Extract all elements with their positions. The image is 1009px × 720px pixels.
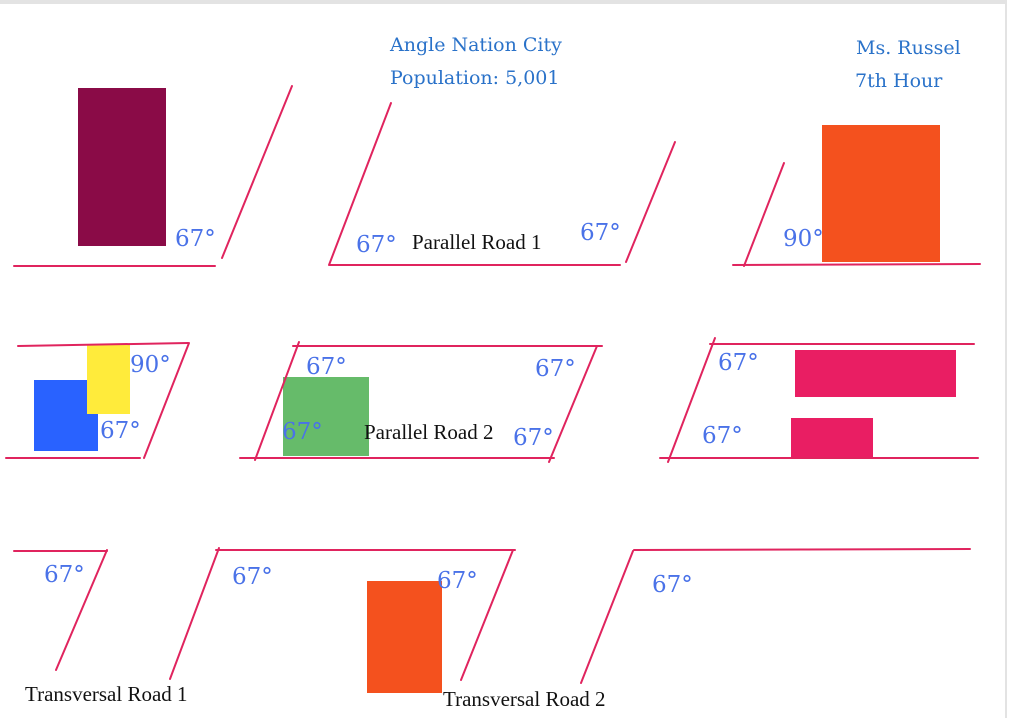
angle-label: 67°	[702, 423, 743, 449]
angle-label: 67°	[356, 232, 397, 258]
road-line	[548, 345, 598, 463]
road-line	[254, 341, 300, 461]
building-pink-large	[795, 350, 956, 397]
road-line	[625, 141, 676, 263]
road-line	[328, 102, 392, 266]
building-orange-top-right	[822, 125, 940, 262]
angle-label: 67°	[437, 568, 478, 594]
angle-label: 67°	[513, 425, 554, 451]
parallel-road-2-label: Parallel Road 2	[364, 420, 494, 444]
angle-label: 67°	[580, 220, 621, 246]
angle-label: 90°	[130, 352, 171, 378]
population-label: Population: 5,001	[390, 67, 560, 89]
parallel-road-1-label: Parallel Road 1	[412, 230, 542, 254]
road-line	[743, 162, 785, 267]
transversal-road-1-label: Transversal Road 1	[25, 682, 188, 706]
transversal-road-1-line	[55, 549, 108, 671]
class-period: 7th Hour	[855, 70, 943, 92]
road-line	[732, 263, 981, 266]
angle-label: 67°	[535, 356, 576, 382]
angle-label: 67°	[718, 350, 759, 376]
angle-label: 67°	[175, 226, 216, 252]
road-line	[143, 342, 190, 459]
transversal-road-2-line	[460, 549, 514, 681]
road-line	[580, 550, 634, 684]
road-line	[17, 342, 189, 347]
angle-label: 67°	[306, 354, 347, 380]
angle-label: 67°	[44, 562, 85, 588]
building-green	[283, 377, 369, 456]
teacher-name: Ms. Russel	[856, 37, 961, 59]
road-line	[633, 548, 971, 551]
angle-label: 67°	[100, 418, 141, 444]
angle-label: 67°	[652, 572, 693, 598]
road-line	[221, 85, 293, 259]
building-maroon	[78, 88, 166, 246]
angle-label: 90°	[783, 226, 824, 252]
angle-label: 67°	[282, 419, 323, 445]
building-pink-small	[791, 418, 873, 457]
road-line	[667, 337, 716, 463]
building-yellow	[87, 344, 130, 414]
road-line	[169, 547, 220, 680]
building-orange-bottom	[367, 581, 442, 693]
transversal-road-2-label: Transversal Road 2	[443, 687, 606, 711]
city-name: Angle Nation City	[390, 34, 562, 56]
angle-label: 67°	[232, 564, 273, 590]
